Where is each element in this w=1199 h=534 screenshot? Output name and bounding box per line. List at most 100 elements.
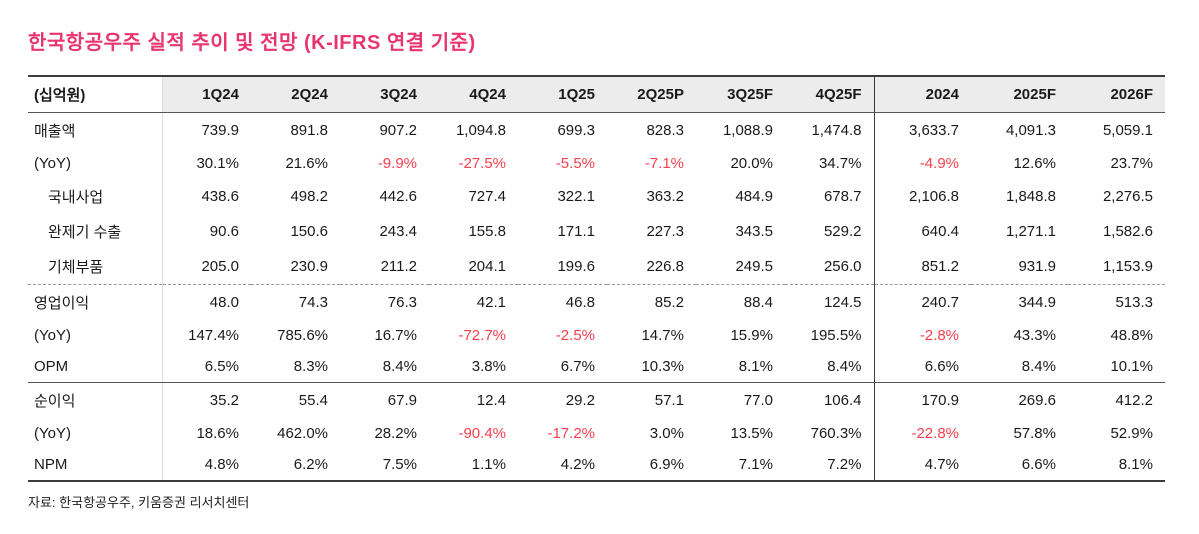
cell-value: 4.7% [873, 449, 971, 482]
cell-value: 6.7% [518, 351, 607, 383]
cell-value: 931.9 [971, 249, 1068, 285]
cell-value: -5.5% [555, 155, 595, 172]
cell-value: 6.6% [971, 449, 1068, 482]
cell-value: 226.8 [607, 249, 696, 285]
cell-value: 205.0 [161, 249, 251, 285]
cell-value: 6.9% [607, 449, 696, 482]
cell-value: 48.8% [1110, 327, 1153, 344]
cell-value: 4.8% [161, 449, 251, 482]
cell-value: 739.9 [161, 112, 251, 148]
cell-value: 52.9% [1110, 425, 1153, 442]
cell-value: 243.4 [379, 223, 417, 240]
cell-value: 3,633.7 [873, 112, 971, 148]
table-row: OPM 6.5% 8.3% 8.4% 3.8% 6.7% 10.3% 8.1% 8.4% 6.6%… [28, 351, 1165, 383]
cell-value: 195.5% [810, 327, 862, 344]
cell-value: 23.7% [1110, 155, 1153, 172]
cell-value: 6.2% [251, 449, 340, 482]
cell-value: 7.1% [696, 449, 785, 482]
cell-value: 30.1% [161, 148, 251, 179]
cell-value: 12.6% [1013, 155, 1056, 172]
cell-value: 1,474.8 [811, 122, 862, 139]
cell-value: 344.9 [1018, 294, 1056, 311]
row-label: 매출액 [34, 123, 76, 140]
cell-value: 699.3 [557, 122, 595, 139]
cell-value: 10.3% [607, 351, 696, 383]
cell-value: -9.9% [377, 155, 417, 172]
table-row: NPM 4.8% 6.2% 7.5% 1.1% 4.2% 6.9% 7.1% 7.2% 4.7% 6… [28, 449, 1165, 482]
cell-value: 322.1 [557, 188, 595, 205]
cell-value: 8.4% [785, 351, 874, 383]
cell-value: -27.5% [458, 155, 506, 172]
cell-value: 204.1 [429, 249, 518, 285]
cell-value: 57.1 [654, 392, 684, 409]
financial-table: (십억원) 1Q24 2Q24 3Q24 4Q24 1Q25 2Q25P 3Q25F 4Q25F… [28, 75, 1165, 482]
row-label: (YoY) [34, 155, 71, 172]
column-header: 1Q24 [161, 75, 251, 113]
table-row: (YoY) 18.6% 462.0% 28.2% -90.4% -17.2% 3.0% 13.… [28, 418, 1165, 449]
column-header: 2Q25P [607, 75, 696, 113]
cell-value: 851.2 [873, 249, 971, 285]
cell-value: 1,582.6 [1102, 223, 1153, 240]
cell-value: 227.3 [646, 223, 684, 240]
column-header: 2Q24 [251, 75, 340, 113]
cell-value: 6.5% [161, 351, 251, 383]
cell-value: 34.7% [818, 155, 862, 172]
cell-value: 90.6 [161, 214, 251, 249]
row-label: 기체부품 [28, 249, 162, 285]
cell-value: 57.8% [1013, 425, 1056, 442]
cell-value: 240.7 [873, 284, 971, 320]
unit-label: (십억원) [28, 75, 162, 113]
cell-value: 46.8 [565, 294, 595, 311]
cell-value: -90.4% [458, 425, 506, 442]
report-figure: 한국항공우주 실적 추이 및 전망 (K-IFRS 연결 기준) (십억원) 1Q… [28, 32, 1165, 510]
cell-value: 1.1% [429, 449, 518, 482]
table-row: 기체부품 205.0 230.9 211.2 204.1 199.6 226.8 249.5 2… [28, 249, 1165, 285]
cell-value: 438.6 [161, 179, 251, 214]
cell-value: 88.4 [743, 294, 773, 311]
cell-value: 7.5% [340, 449, 429, 482]
cell-value: 462.0% [277, 425, 328, 442]
cell-value: 20.0% [730, 155, 773, 172]
cell-value: 18.6% [161, 418, 251, 449]
cell-value: 343.5 [735, 223, 773, 240]
table-row: 영업이익 48.0 74.3 76.3 42.1 46.8 85.2 88.4 124.5 240… [28, 284, 1165, 320]
row-label: 완제기 수출 [48, 224, 122, 241]
cell-value: 21.6% [285, 155, 328, 172]
cell-value: 412.2 [1115, 392, 1153, 409]
cell-value: 147.4% [161, 320, 251, 351]
cell-value: 256.0 [785, 249, 874, 285]
cell-value: 48.0 [161, 284, 251, 320]
cell-value: 640.4 [873, 214, 971, 249]
cell-value: 269.6 [1018, 392, 1056, 409]
cell-value: 1,271.1 [1005, 223, 1056, 240]
row-label: NPM [28, 449, 162, 482]
cell-value: 13.5% [730, 425, 773, 442]
cell-value: 249.5 [696, 249, 785, 285]
row-label: (YoY) [34, 327, 71, 344]
cell-value: 35.2 [161, 382, 251, 418]
source-note: 자료: 한국항공우주, 키움증권 리서치센터 [28, 495, 250, 510]
cell-value: 124.5 [823, 294, 862, 311]
cell-value: 4,091.3 [1005, 122, 1056, 139]
cell-value: 6.6% [873, 351, 971, 383]
cell-value: 785.6% [277, 327, 328, 344]
cell-value: 1,153.9 [1068, 249, 1165, 285]
table-row: 순이익 35.2 55.4 67.9 12.4 29.2 57.1 77.0 106.4 170.… [28, 382, 1165, 418]
cell-value: 42.1 [476, 294, 506, 311]
cell-value: 2,276.5 [1102, 188, 1153, 205]
cell-value: 529.2 [823, 223, 862, 240]
cell-value: 8.1% [1068, 449, 1165, 482]
cell-value: -22.8% [873, 418, 971, 449]
cell-value: 7.2% [785, 449, 874, 482]
report-title: 한국항공우주 실적 추이 및 전망 (K-IFRS 연결 기준) [28, 32, 476, 54]
cell-value: 8.1% [696, 351, 785, 383]
cell-value: 3.0% [649, 425, 684, 442]
cell-value: 907.2 [379, 122, 417, 139]
table-row: 매출액 739.9 891.8 907.2 1,094.8 699.3 828.3 1,088… [28, 112, 1165, 148]
cell-value: 5,059.1 [1102, 122, 1153, 139]
cell-value: 760.3% [810, 425, 862, 442]
cell-value: 1,094.8 [455, 122, 506, 139]
cell-value: 2,106.8 [873, 179, 971, 214]
cell-value: 16.7% [374, 327, 417, 344]
row-label: (YoY) [34, 425, 71, 442]
